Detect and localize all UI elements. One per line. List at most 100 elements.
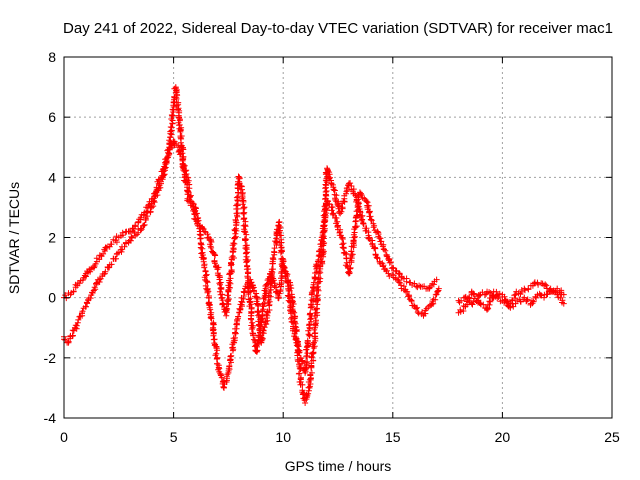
data-point-cluster (117, 239, 132, 255)
data-point-cluster (484, 292, 497, 312)
x-tick-label: 20 (495, 429, 511, 445)
data-point (170, 138, 177, 145)
data-point-cluster (209, 326, 221, 367)
data-point-cluster (248, 279, 260, 300)
data-point-cluster (236, 288, 248, 313)
x-tick-label: 0 (60, 429, 68, 445)
data-point (297, 354, 304, 361)
data-point-cluster (536, 290, 545, 299)
data-point-cluster (159, 152, 172, 173)
data-point-cluster (301, 325, 313, 375)
x-tick-label: 15 (385, 429, 401, 445)
data-point-cluster (324, 166, 337, 191)
y-tick-label: 6 (48, 109, 56, 125)
data-point-cluster (84, 260, 99, 276)
data-point-cluster (306, 281, 318, 329)
data-point-cluster (94, 264, 111, 285)
data-point (93, 279, 100, 286)
data-point (302, 399, 309, 406)
data-point-cluster (72, 303, 89, 332)
data-point (560, 300, 567, 307)
data-points (61, 84, 567, 406)
x-axis-label: GPS time / hours (285, 458, 392, 474)
data-point-cluster (554, 291, 566, 306)
data-point-cluster (409, 280, 421, 291)
data-point-cluster (199, 224, 207, 232)
data-point-cluster (311, 258, 321, 282)
data-point-cluster (187, 199, 199, 222)
data-point-cluster (429, 287, 442, 307)
data-point (554, 285, 561, 292)
data-point-cluster (179, 156, 190, 178)
data-point-cluster (106, 233, 120, 250)
data-point-cluster (468, 290, 483, 306)
x-tick-label: 5 (170, 429, 178, 445)
data-point-cluster (549, 287, 559, 296)
data-point-cluster (331, 187, 343, 216)
y-tick-label: 2 (48, 230, 56, 246)
data-point-cluster (244, 281, 257, 329)
data-point-cluster (232, 309, 243, 337)
y-axis-label: SDTVAR / TECUs (6, 182, 22, 294)
data-point (174, 144, 181, 151)
data-point (330, 186, 337, 193)
data-point-cluster (347, 180, 358, 197)
data-point-cluster (493, 288, 503, 299)
data-point-cluster (357, 190, 369, 204)
data-point (477, 300, 484, 307)
data-point-cluster (284, 283, 296, 325)
data-point-cluster (529, 293, 540, 307)
axis-ticks (63, 56, 613, 419)
data-point-cluster (222, 270, 234, 315)
data-point (512, 291, 519, 298)
y-tick-label: -2 (44, 350, 57, 366)
data-point-cluster (535, 280, 546, 288)
data-point (521, 294, 528, 301)
data-point (363, 198, 370, 205)
data-point-cluster (311, 280, 322, 346)
data-point (284, 279, 291, 286)
data-point-cluster (325, 198, 333, 208)
data-point-cluster (148, 168, 166, 203)
data-point-cluster (258, 287, 270, 323)
data-point (310, 279, 317, 286)
data-point-cluster (404, 288, 417, 309)
data-point-cluster (83, 280, 100, 307)
data-point-cluster (240, 205, 252, 284)
data-point-cluster (382, 247, 395, 272)
data-point (374, 228, 381, 235)
chart-title: Day 241 of 2022, Sidereal Day-to-day VTE… (63, 20, 613, 37)
y-tick-label: -4 (44, 410, 57, 426)
data-point-cluster (279, 258, 291, 285)
data-point (416, 282, 423, 289)
data-point-cluster (358, 217, 373, 242)
data-point-cluster (193, 218, 201, 229)
tick-labels: 0 5 10 15 20 25 -4 -2 0 2 4 6 8 (44, 49, 620, 445)
data-point-cluster (105, 250, 121, 271)
y-tick-label: 0 (48, 290, 56, 306)
data-point-cluster (201, 267, 212, 299)
y-tick-label: 4 (48, 169, 56, 185)
data-point (214, 360, 221, 367)
data-point-cluster (375, 229, 387, 252)
data-point (293, 339, 300, 346)
data-point-cluster (328, 204, 341, 229)
data-point-cluster (334, 224, 347, 256)
data-point-cluster (205, 295, 217, 328)
data-point-cluster (93, 244, 110, 263)
data-point-cluster (513, 287, 525, 297)
data-point-cluster (541, 286, 553, 298)
data-point (367, 216, 374, 223)
data-point-cluster (171, 138, 180, 149)
data-point-cluster (227, 235, 238, 275)
data-point-cluster (68, 281, 79, 296)
data-point (201, 264, 208, 271)
data-point-cluster (421, 301, 435, 317)
data-point (82, 303, 89, 310)
data-point (554, 291, 561, 298)
data-point (291, 309, 298, 316)
data-point-cluster (395, 277, 409, 294)
data-point-cluster (386, 271, 399, 282)
data-point-cluster (175, 116, 187, 153)
